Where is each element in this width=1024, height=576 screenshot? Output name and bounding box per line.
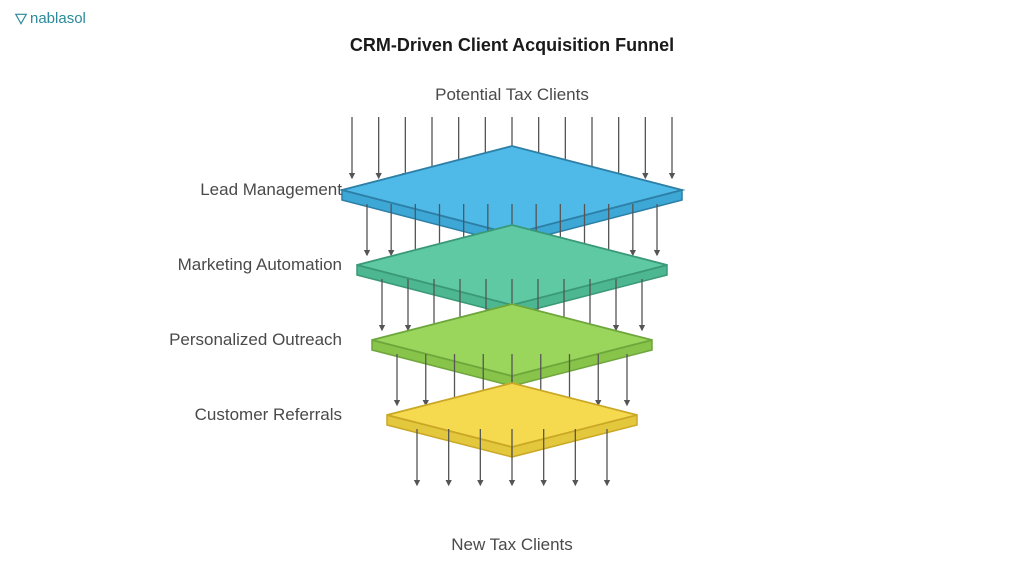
funnel-layer-label: Lead Management — [200, 180, 342, 200]
funnel-svg — [162, 85, 862, 555]
funnel-layer-label: Personalized Outreach — [169, 330, 342, 350]
funnel-layer-label: Marketing Automation — [178, 255, 342, 275]
logo-text: nablasol — [30, 10, 86, 27]
funnel-diagram: Potential Tax Clients New Tax Clients Le… — [162, 85, 862, 555]
logo: nablasol — [14, 10, 86, 27]
nabla-icon — [14, 12, 28, 26]
page-title: CRM-Driven Client Acquisition Funnel — [0, 35, 1024, 56]
funnel-layer-label: Customer Referrals — [195, 405, 342, 425]
funnel-bottom-label: New Tax Clients — [451, 535, 573, 555]
funnel-top-label: Potential Tax Clients — [435, 85, 589, 105]
